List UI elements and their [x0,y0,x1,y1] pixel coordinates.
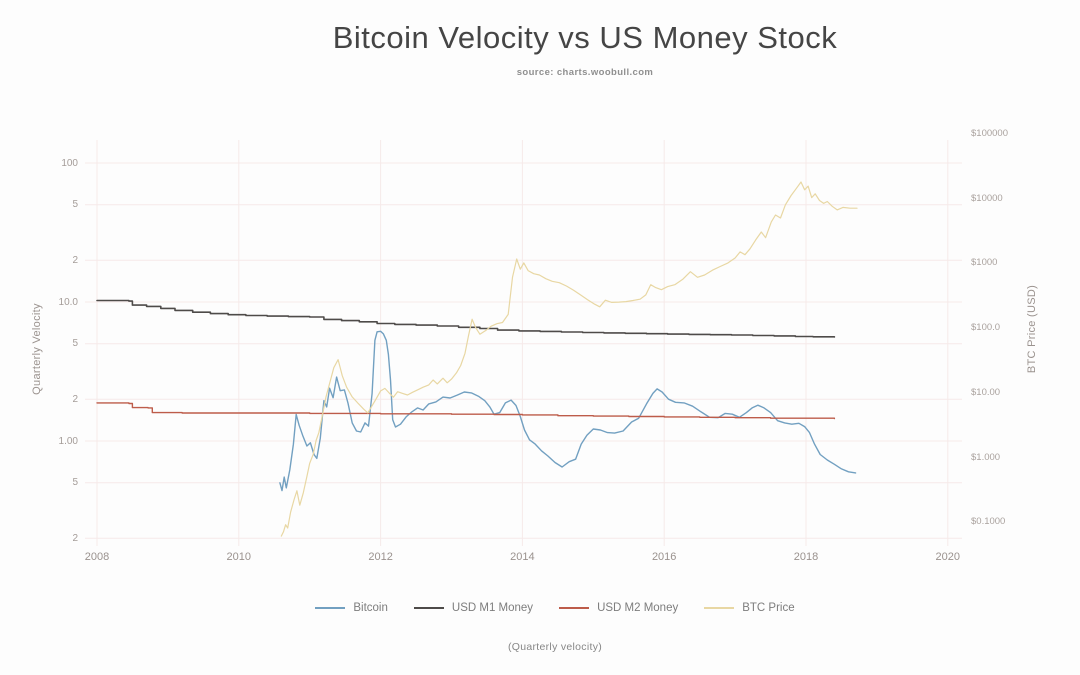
legend-label: Bitcoin [353,602,388,614]
left-axis-tick: 100 [61,157,78,169]
chart-title: Bitcoin Velocity vs US Money Stock [332,20,838,55]
left-axis-tick: 1.00 [58,435,78,447]
right-axis-tick: $1000 [971,257,998,269]
legend-swatch-usd-m1 [413,607,444,609]
legend-label: BTC Price [742,602,795,614]
left-axis-tick: 2 [72,393,78,405]
series-line-bitcoin [279,330,857,492]
series-line-btc-price [280,181,858,537]
x-axis-tick: 2010 [226,551,252,563]
left-axis-title: Quarterly Velocity [31,303,43,395]
x-axis-tick: 2014 [510,551,535,563]
left-axis-tick: 2 [72,532,78,544]
legend-label: USD M1 Money [451,602,534,614]
right-axis-tick: $100000 [971,128,1008,139]
chart-caption: (Quarterly velocity) [507,641,603,653]
right-axis-tick: $10.00 [971,386,1001,398]
x-axis-tick: 2020 [935,551,961,563]
left-axis-tick: 2 [72,254,78,266]
legend-label: USD M2 Money [597,602,679,614]
legend: Bitcoin USD M1 Money USD M2 Money BTC Pr… [0,599,1080,617]
legend-item-btc-price[interactable]: BTC Price [704,602,795,614]
legend-swatch-usd-m2 [559,607,590,609]
left-axis-tick: 5 [72,477,78,489]
chart-source: source: charts.woobull.com [516,67,654,78]
legend-item-usd-m2-money[interactable]: USD M2 Money [559,602,678,614]
x-axis-tick: 2018 [793,551,819,563]
legend-item-bitcoin[interactable]: Bitcoin [315,602,388,614]
left-axis-tick: 5 [72,338,78,350]
right-axis-tick: $0.1000 [971,516,1006,528]
x-axis-tick: 2008 [84,551,110,563]
legend-swatch-bitcoin [315,607,346,609]
right-axis-tick: $100.0 [971,322,1001,334]
series-line-usd-m1-money [96,299,836,338]
x-axis-tick: 2012 [368,551,393,563]
gridlines [85,140,962,546]
legend-item-usd-m1-money[interactable]: USD M1 Money [413,602,534,614]
right-axis-tick: $10000 [971,192,1003,204]
right-axis-tick: $1.000 [971,451,1001,463]
left-axis-tick: 10.0 [58,296,78,308]
series-line-usd-m2-money [96,402,836,420]
legend-swatch-btc-price [704,607,735,609]
x-axis-tick: 2016 [651,551,677,563]
right-axis-title: BTC Price (USD) [1026,284,1038,374]
left-axis-tick: 5 [72,199,78,211]
